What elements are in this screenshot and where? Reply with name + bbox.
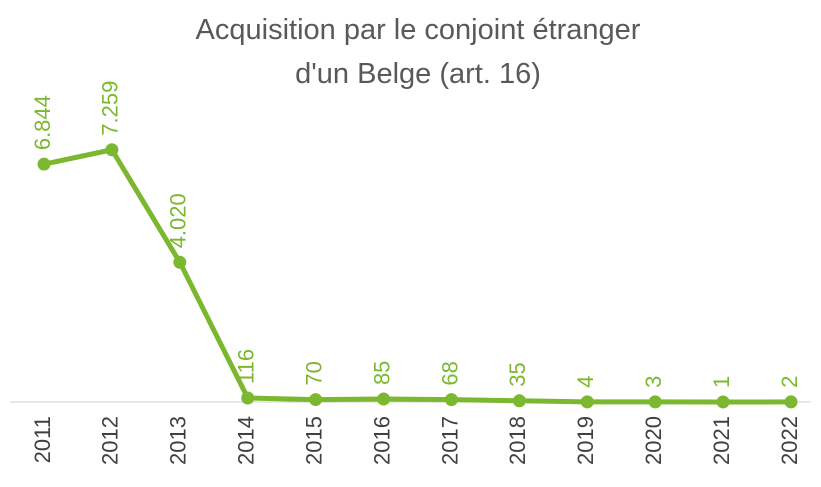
- x-tick-label: 2018: [505, 416, 530, 465]
- data-label: 4.020: [166, 193, 191, 248]
- data-label: 1: [709, 376, 734, 388]
- data-point: [784, 395, 798, 409]
- x-tick-label: 2020: [641, 416, 666, 465]
- x-tick-label: 2014: [234, 416, 259, 465]
- x-tick-label: 2013: [166, 416, 191, 465]
- data-point: [444, 393, 458, 407]
- data-point: [377, 392, 391, 406]
- data-label: 4: [573, 376, 598, 388]
- data-line: [43, 147, 792, 405]
- x-tick-label: 2015: [301, 416, 326, 465]
- data-point: [648, 395, 662, 409]
- x-tick-label: 2019: [573, 416, 598, 465]
- data-point: [309, 393, 323, 407]
- data-point: [580, 395, 594, 409]
- data-label: 85: [369, 361, 394, 385]
- x-tick-label: 2012: [98, 416, 123, 465]
- data-label: 35: [505, 362, 530, 386]
- x-tick-label: 2021: [709, 416, 734, 465]
- data-label: 2: [777, 376, 802, 388]
- data-point: [173, 255, 187, 269]
- chart-title: Acquisition par le conjoint étranger d'u…: [195, 14, 641, 90]
- data-point: [512, 394, 526, 408]
- x-tick-label: 2011: [30, 416, 55, 463]
- data-label: 68: [437, 361, 462, 385]
- x-tick-label: 2017: [437, 416, 462, 465]
- data-label: 116: [234, 349, 259, 384]
- x-tick-label: 2022: [777, 416, 802, 465]
- data-label: 6.844: [30, 95, 55, 150]
- data-point: [241, 391, 255, 405]
- data-point: [37, 157, 51, 171]
- data-point: [716, 395, 730, 409]
- data-label: 3: [641, 376, 666, 388]
- x-tick-label: 2016: [369, 416, 394, 465]
- data-label: 70: [301, 361, 326, 385]
- data-point: [105, 143, 119, 157]
- data-label: 7.259: [98, 81, 123, 136]
